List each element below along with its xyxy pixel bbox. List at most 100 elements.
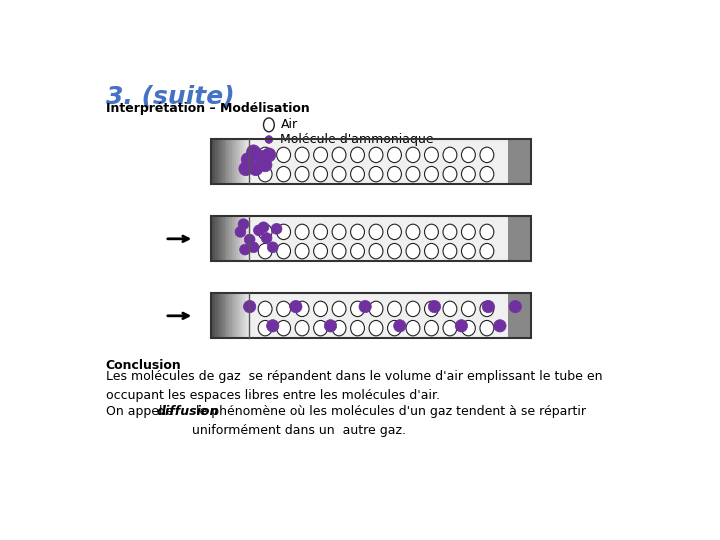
Ellipse shape (480, 166, 494, 182)
Circle shape (509, 300, 521, 313)
Ellipse shape (406, 320, 420, 336)
Ellipse shape (276, 301, 291, 316)
Bar (222, 139, 225, 184)
Circle shape (267, 242, 278, 253)
Ellipse shape (480, 301, 494, 316)
Circle shape (238, 219, 249, 230)
Bar (219, 217, 221, 261)
Ellipse shape (462, 224, 475, 240)
Circle shape (254, 150, 268, 164)
Ellipse shape (369, 166, 383, 182)
Circle shape (241, 153, 255, 166)
Circle shape (359, 300, 372, 313)
Ellipse shape (425, 301, 438, 316)
Bar (215, 293, 217, 338)
Circle shape (289, 300, 302, 313)
Circle shape (239, 162, 253, 176)
Ellipse shape (443, 301, 457, 316)
Bar (230, 139, 233, 184)
Bar (215, 217, 217, 261)
Circle shape (240, 244, 251, 255)
Ellipse shape (351, 244, 364, 259)
Ellipse shape (462, 244, 475, 259)
Bar (508, 293, 531, 338)
Bar (227, 293, 229, 338)
Bar (238, 217, 240, 261)
Ellipse shape (387, 301, 402, 316)
Ellipse shape (462, 166, 475, 182)
Bar (228, 217, 230, 261)
Bar (217, 217, 219, 261)
Ellipse shape (387, 224, 402, 240)
Ellipse shape (314, 244, 328, 259)
Circle shape (235, 226, 246, 237)
Bar (211, 139, 531, 184)
Bar (227, 217, 229, 261)
Bar (244, 293, 246, 338)
Bar (248, 217, 250, 261)
Ellipse shape (462, 147, 475, 163)
Bar (240, 139, 242, 184)
Ellipse shape (295, 244, 309, 259)
Ellipse shape (480, 244, 494, 259)
Circle shape (482, 300, 495, 313)
Bar (227, 139, 229, 184)
Bar (242, 293, 244, 338)
Ellipse shape (332, 147, 346, 163)
Circle shape (246, 145, 261, 159)
Bar (211, 139, 213, 184)
Bar (211, 293, 531, 338)
Ellipse shape (480, 224, 494, 240)
Bar (219, 293, 221, 338)
Ellipse shape (443, 166, 457, 182)
Ellipse shape (425, 147, 438, 163)
Bar (230, 217, 233, 261)
Circle shape (249, 162, 263, 176)
Ellipse shape (295, 147, 309, 163)
Ellipse shape (332, 224, 346, 240)
Bar (240, 217, 242, 261)
Circle shape (261, 233, 272, 244)
Ellipse shape (480, 147, 494, 163)
Bar (225, 293, 227, 338)
Ellipse shape (406, 301, 420, 316)
Bar (225, 217, 227, 261)
Bar (246, 293, 248, 338)
Ellipse shape (351, 166, 364, 182)
Bar (211, 293, 213, 338)
Ellipse shape (332, 320, 346, 336)
Ellipse shape (443, 147, 457, 163)
Ellipse shape (258, 166, 272, 182)
Ellipse shape (258, 320, 272, 336)
Ellipse shape (314, 166, 328, 182)
Ellipse shape (387, 320, 402, 336)
Circle shape (243, 300, 256, 313)
Ellipse shape (295, 224, 309, 240)
Ellipse shape (276, 224, 291, 240)
Ellipse shape (369, 244, 383, 259)
Bar (213, 293, 215, 338)
Circle shape (258, 158, 272, 172)
Ellipse shape (387, 166, 402, 182)
Ellipse shape (314, 320, 328, 336)
Ellipse shape (276, 320, 291, 336)
Text: Interprétation – Modélisation: Interprétation – Modélisation (106, 102, 310, 115)
Bar (236, 139, 238, 184)
Ellipse shape (314, 147, 328, 163)
Text: diffusion: diffusion (156, 405, 219, 418)
Ellipse shape (387, 147, 402, 163)
Bar (233, 139, 235, 184)
Bar (508, 139, 531, 184)
Ellipse shape (425, 320, 438, 336)
Ellipse shape (276, 244, 291, 259)
Circle shape (324, 320, 337, 332)
Circle shape (262, 148, 276, 162)
Bar (222, 293, 225, 338)
Bar (248, 293, 250, 338)
Bar (246, 217, 248, 261)
Ellipse shape (351, 147, 364, 163)
Circle shape (248, 242, 259, 253)
Ellipse shape (351, 224, 364, 240)
Ellipse shape (295, 301, 309, 316)
Ellipse shape (258, 301, 272, 316)
